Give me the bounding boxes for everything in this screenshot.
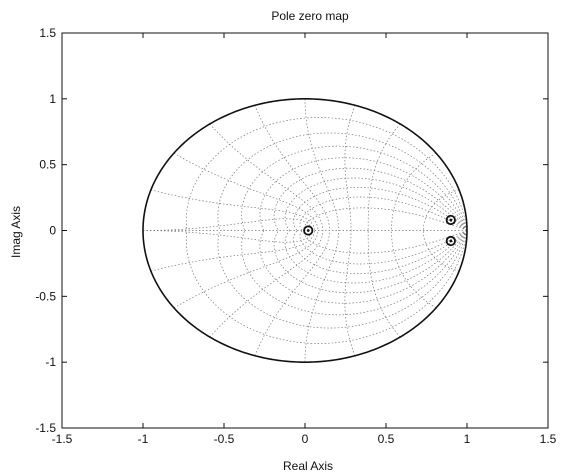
zplane-grid xyxy=(142,98,468,363)
y-tick-label: -1.5 xyxy=(35,421,56,435)
damping-curve xyxy=(299,196,468,231)
frequency-curve xyxy=(304,230,340,363)
frequency-curve xyxy=(391,152,437,231)
damping-curve xyxy=(241,145,468,231)
pole-marker xyxy=(445,235,456,247)
pole-marker xyxy=(303,225,314,236)
damping-curve xyxy=(259,230,468,304)
frequency-curve xyxy=(254,230,330,356)
frequency-curve xyxy=(142,230,313,243)
damping-curve xyxy=(293,230,468,274)
x-tick-label: 1.5 xyxy=(540,432,557,446)
damping-curve xyxy=(241,230,468,316)
pole-marker-center xyxy=(306,229,310,232)
y-axis-label: Imag Axis xyxy=(9,206,23,258)
frequency-curve xyxy=(367,230,401,338)
damping-curve xyxy=(299,230,468,265)
frequency-curve xyxy=(344,105,356,231)
damping-curve xyxy=(217,132,468,231)
pole-marker-ring xyxy=(445,214,456,226)
frequency-curve xyxy=(367,123,401,231)
y-tick-labels: -1.5 -1 -0.5 0 0.5 1 1.5 xyxy=(35,26,56,435)
damping-curve xyxy=(217,230,468,329)
x-tick-label: 1 xyxy=(464,432,471,446)
pole-marker-center xyxy=(449,239,453,243)
x-tick-label: -1 xyxy=(138,432,149,446)
frequency-curve xyxy=(209,230,324,338)
damping-curve xyxy=(185,117,468,231)
pole-marker-ring xyxy=(445,235,456,247)
frequency-curve xyxy=(344,230,356,356)
damping-curve xyxy=(273,230,468,294)
frequency-curve xyxy=(173,230,319,309)
x-axis-label: Real Axis xyxy=(283,459,333,473)
unit-circle xyxy=(142,98,468,363)
y-tick-label: 1.5 xyxy=(39,26,56,40)
y-tick-label: 0.5 xyxy=(39,158,56,172)
pole-marker-ring xyxy=(303,225,314,236)
frequency-curve xyxy=(142,218,313,231)
frequency-curve xyxy=(304,98,340,231)
damping-curve xyxy=(185,230,468,344)
x-tick-label: -1.5 xyxy=(52,432,73,446)
damping-curve xyxy=(259,157,468,231)
damping-curve xyxy=(303,230,468,254)
x-tick-label: 0.5 xyxy=(378,432,395,446)
chart-title: Pole zero map xyxy=(271,9,349,23)
y-tick-label: -1 xyxy=(45,355,56,369)
y-tick-label: 1 xyxy=(49,92,56,106)
frequency-curve xyxy=(209,123,324,231)
y-tick-label: -0.5 xyxy=(35,289,56,303)
damping-curve xyxy=(284,177,468,231)
pole-marker-center xyxy=(449,218,453,222)
damping-curve xyxy=(303,207,468,231)
x-tick-label: -0.5 xyxy=(214,432,235,446)
damping-curve xyxy=(273,167,468,231)
frequency-curve xyxy=(391,230,437,309)
frequency-curve xyxy=(422,230,460,272)
damping-curve xyxy=(284,230,468,284)
frequency-curve xyxy=(254,105,330,231)
y-tick-label: 0 xyxy=(49,224,56,238)
pole-markers xyxy=(303,214,456,247)
frequency-curve xyxy=(173,152,319,231)
frequency-curve xyxy=(422,189,460,231)
x-tick-label: 0 xyxy=(302,432,309,446)
tick-marks xyxy=(61,32,549,429)
pole-marker xyxy=(445,214,456,226)
frequency-curve xyxy=(150,189,315,231)
frequency-curve xyxy=(150,230,315,272)
x-tick-labels: -1.5 -1 -0.5 0 0.5 1 1.5 xyxy=(52,432,557,446)
damping-curve xyxy=(293,187,468,231)
